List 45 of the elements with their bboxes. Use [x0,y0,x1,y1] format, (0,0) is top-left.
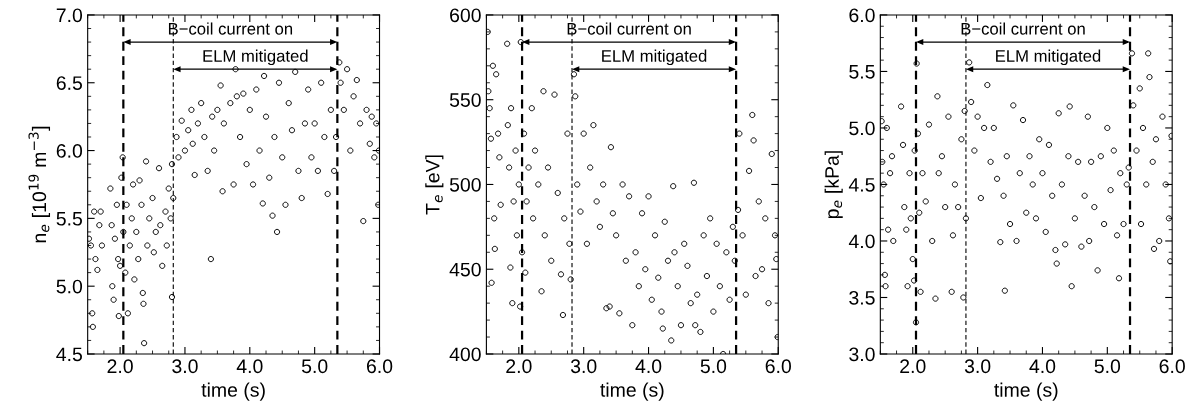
y-tick-label: 3.5 [849,290,875,305]
x-axis-title: time (s) [600,382,664,401]
x-tick-label: 2.0 [107,359,133,374]
y-tick-label: 5.0 [849,121,875,136]
x-axis-title: time (s) [201,382,265,401]
x-tick-label: 2.0 [900,359,926,374]
x-tick-label: 4.0 [1029,359,1056,374]
x-tick-label: 3.0 [964,359,991,374]
x-tick-label: 5.0 [700,359,727,374]
y-axis-title: n$_{e}$ [10$^{19}$ m$^{−3}$] [28,126,51,243]
y-tick-label: 5.0 [56,279,83,294]
y-tick-label: 6.0 [849,8,875,23]
x-axis-title: time (s) [994,382,1058,401]
y-tick-label: 5.5 [849,65,875,79]
annotation: ELM mitigated [996,49,1101,66]
y-tick-label: 6.0 [56,144,83,158]
x-tick-label: 4.0 [236,359,263,374]
x-tick-label: 5.0 [301,359,328,374]
annotation: ELM mitigated [203,49,308,66]
y-tick-label: 4.5 [848,178,875,192]
x-tick-label: 3.0 [570,359,597,374]
y-tick-label: 500 [449,177,481,192]
x-tick-label: 3.0 [172,359,198,374]
y-axis-title: p$_{e}$ [kPa] [824,151,843,219]
y-tick-label: 5.5 [56,212,82,226]
y-axis-title: T$_{e}$ [eV] [425,155,444,215]
y-tick-label: 6.5 [56,76,82,90]
x-tick-label: 6.0 [765,359,791,374]
annotation: B−coil current on [961,22,1085,35]
x-tick-label: 5.0 [1094,359,1121,374]
y-tick-label: 4.5 [56,347,82,362]
y-tick-label: 7.0 [56,8,83,23]
y-tick-label: 450 [449,262,481,277]
annotation: B−coil current on [567,22,691,35]
y-tick-label: 550 [449,93,481,107]
y-tick-label: 600 [450,8,481,23]
y-tick-label: 400 [449,347,481,362]
y-tick-label: 4.0 [848,234,875,249]
y-tick-label: 3.0 [849,347,875,362]
annotation: ELM mitigated [602,49,707,66]
x-tick-label: 6.0 [1159,359,1185,374]
annotation: B−coil current on [168,22,293,35]
x-tick-label: 6.0 [366,359,393,374]
x-tick-label: 4.0 [635,359,662,374]
x-tick-label: 2.0 [506,359,532,374]
